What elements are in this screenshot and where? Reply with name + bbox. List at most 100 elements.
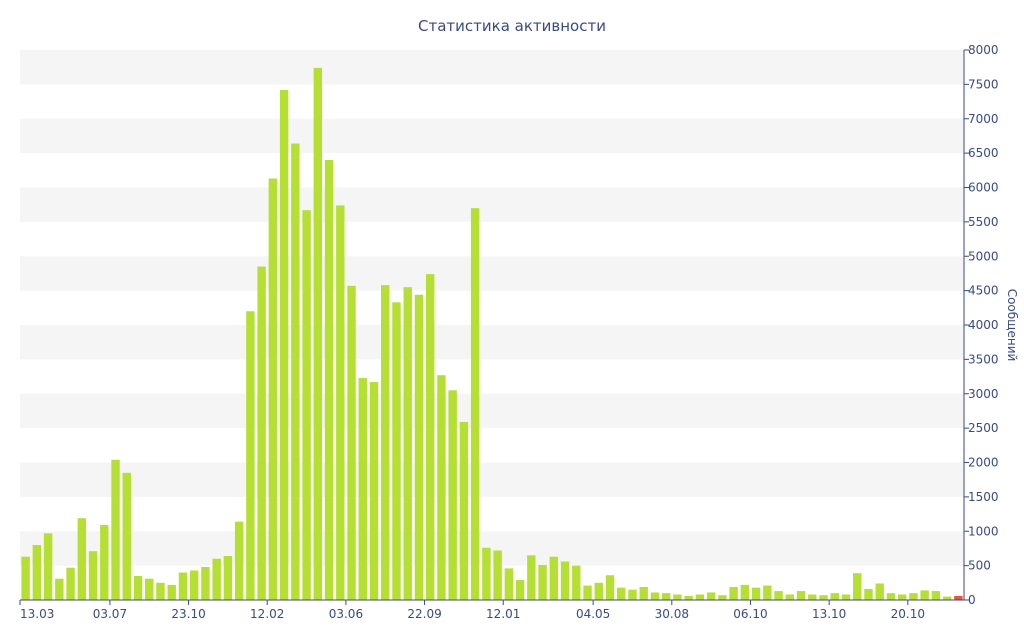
bar bbox=[796, 591, 806, 600]
bar bbox=[527, 555, 536, 600]
bar bbox=[302, 210, 311, 600]
x-tick-label: 30.08 bbox=[655, 607, 689, 621]
bar bbox=[246, 311, 255, 600]
bar bbox=[313, 67, 323, 601]
bar bbox=[549, 556, 559, 600]
bar bbox=[437, 375, 446, 600]
bar bbox=[201, 567, 210, 600]
y-tick-label: 6000 bbox=[968, 181, 999, 195]
bar bbox=[875, 583, 884, 600]
bar bbox=[954, 595, 963, 601]
bar bbox=[189, 570, 199, 600]
bar bbox=[111, 459, 120, 600]
bar bbox=[21, 556, 30, 600]
bar bbox=[145, 578, 154, 600]
bar bbox=[673, 594, 682, 600]
y-tick-label: 4000 bbox=[968, 318, 999, 332]
x-tick-label: 23.10 bbox=[171, 607, 205, 621]
grid-band bbox=[20, 325, 964, 360]
bars-group bbox=[21, 67, 963, 601]
bar bbox=[66, 567, 75, 600]
bar bbox=[706, 592, 716, 600]
bar bbox=[684, 595, 693, 601]
bar bbox=[381, 285, 390, 601]
x-tick-label: 13.10 bbox=[812, 607, 846, 621]
bar bbox=[257, 266, 266, 600]
bar bbox=[695, 594, 705, 600]
bar bbox=[515, 580, 525, 600]
bar bbox=[538, 564, 547, 600]
bar bbox=[122, 472, 131, 600]
bar bbox=[594, 582, 603, 600]
x-tick-label: 04.05 bbox=[576, 607, 610, 621]
bar bbox=[403, 287, 412, 600]
bar bbox=[583, 585, 592, 600]
bar bbox=[897, 594, 907, 600]
grid-bands bbox=[20, 50, 964, 566]
grid-band bbox=[20, 187, 964, 222]
y-tick-label: 500 bbox=[968, 559, 991, 573]
bar bbox=[808, 594, 817, 600]
bar bbox=[347, 285, 356, 600]
bar bbox=[931, 591, 941, 600]
bar bbox=[133, 575, 143, 600]
bar bbox=[268, 178, 278, 600]
bar bbox=[369, 382, 379, 600]
bar bbox=[628, 589, 637, 600]
bar bbox=[886, 593, 896, 601]
bar bbox=[572, 565, 581, 601]
y-axis-title: Сообщений bbox=[1005, 289, 1019, 362]
bar bbox=[909, 593, 918, 601]
bar bbox=[167, 584, 176, 601]
x-tick-label: 22.09 bbox=[407, 607, 441, 621]
bar bbox=[560, 561, 570, 600]
bar bbox=[718, 595, 727, 600]
bar bbox=[77, 518, 87, 600]
bar bbox=[482, 547, 491, 600]
bar bbox=[617, 587, 626, 601]
y-tick-label: 7500 bbox=[968, 77, 999, 91]
bar bbox=[88, 551, 98, 600]
grid-band bbox=[20, 50, 964, 85]
bar bbox=[392, 302, 401, 600]
bar bbox=[212, 558, 221, 600]
bar bbox=[864, 589, 873, 600]
bar bbox=[605, 575, 615, 600]
bar bbox=[785, 594, 795, 600]
y-tick-label: 7000 bbox=[968, 112, 999, 126]
x-tick-label: 06.10 bbox=[733, 607, 767, 621]
y-tick-label: 8000 bbox=[968, 43, 999, 57]
bar bbox=[830, 593, 839, 601]
y-axis-ticks: 0 500 1000 1500 2000 2500 3000 3500 4000 4500 5000… bbox=[964, 43, 999, 607]
bar bbox=[43, 533, 53, 600]
y-tick-label: 0 bbox=[968, 593, 976, 607]
bar bbox=[740, 584, 750, 601]
y-tick-label: 2500 bbox=[968, 421, 999, 435]
bar bbox=[414, 294, 424, 600]
x-tick-label: 03.06 bbox=[329, 607, 363, 621]
bar bbox=[470, 208, 480, 601]
x-tick-label: 20.10 bbox=[891, 607, 925, 621]
bar bbox=[504, 568, 514, 601]
grid-band bbox=[20, 531, 964, 566]
bar bbox=[32, 545, 42, 600]
bar bbox=[841, 594, 851, 600]
bar bbox=[55, 578, 64, 600]
grid-band bbox=[20, 393, 964, 429]
grid-band bbox=[20, 118, 964, 154]
bar bbox=[729, 586, 738, 600]
chart-title: Статистика активности bbox=[418, 17, 606, 35]
bar bbox=[100, 525, 109, 600]
bar bbox=[291, 143, 300, 600]
bar bbox=[763, 585, 772, 600]
bar bbox=[448, 390, 457, 600]
bar bbox=[650, 592, 660, 600]
grid-band bbox=[20, 462, 964, 497]
y-tick-label: 3000 bbox=[968, 387, 999, 401]
x-tick-label: 12.02 bbox=[250, 607, 284, 621]
x-tick-label: 12.01 bbox=[486, 607, 520, 621]
y-tick-label: 5000 bbox=[968, 249, 999, 263]
bar bbox=[279, 89, 289, 601]
bar bbox=[661, 593, 671, 601]
